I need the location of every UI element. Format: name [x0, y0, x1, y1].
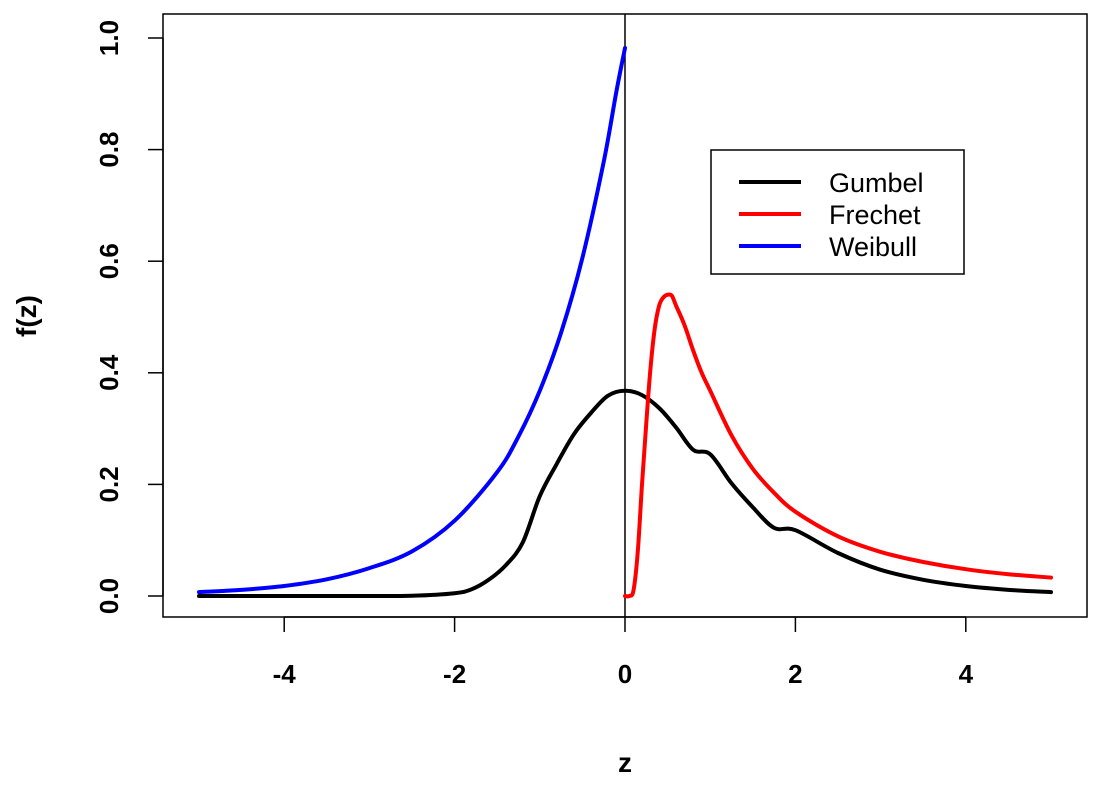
x-tick-label: 0: [618, 659, 632, 689]
series-line-weibull: [197, 46, 627, 595]
legend-label-frechet: Frechet: [829, 200, 921, 230]
x-axis-title: z: [618, 747, 632, 778]
x-tick-label: 2: [788, 659, 802, 689]
y-tick-label: 0.0: [94, 578, 124, 614]
x-tick-label: 4: [959, 659, 974, 689]
y-tick-label: 1.0: [94, 20, 124, 56]
curves: [197, 46, 1053, 599]
legend-label-gumbel: Gumbel: [829, 168, 924, 198]
x-tick-label: -2: [443, 659, 466, 689]
legend-label-weibull: Weibull: [829, 232, 917, 262]
y-tick-label: 0.8: [94, 132, 124, 168]
axes: -4 -2 0 2 4 0.0 0.2 0.4 0.6 0.8 1.0: [94, 20, 974, 689]
x-tick-label: -4: [273, 659, 297, 689]
plot-area: [162, 13, 1088, 618]
series-line-frechet: [623, 292, 1053, 599]
y-tick-label: 0.4: [94, 354, 124, 391]
y-tick-label: 0.6: [94, 243, 124, 279]
y-axis-title: f(z): [11, 295, 42, 337]
y-tick-label: 0.2: [94, 466, 124, 502]
series-line-gumbel: [197, 388, 1053, 599]
